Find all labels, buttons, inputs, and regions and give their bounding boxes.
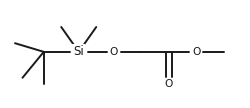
Text: O: O [110, 47, 118, 57]
Text: Si: Si [74, 45, 84, 58]
Text: O: O [164, 79, 173, 89]
Text: O: O [192, 47, 200, 57]
